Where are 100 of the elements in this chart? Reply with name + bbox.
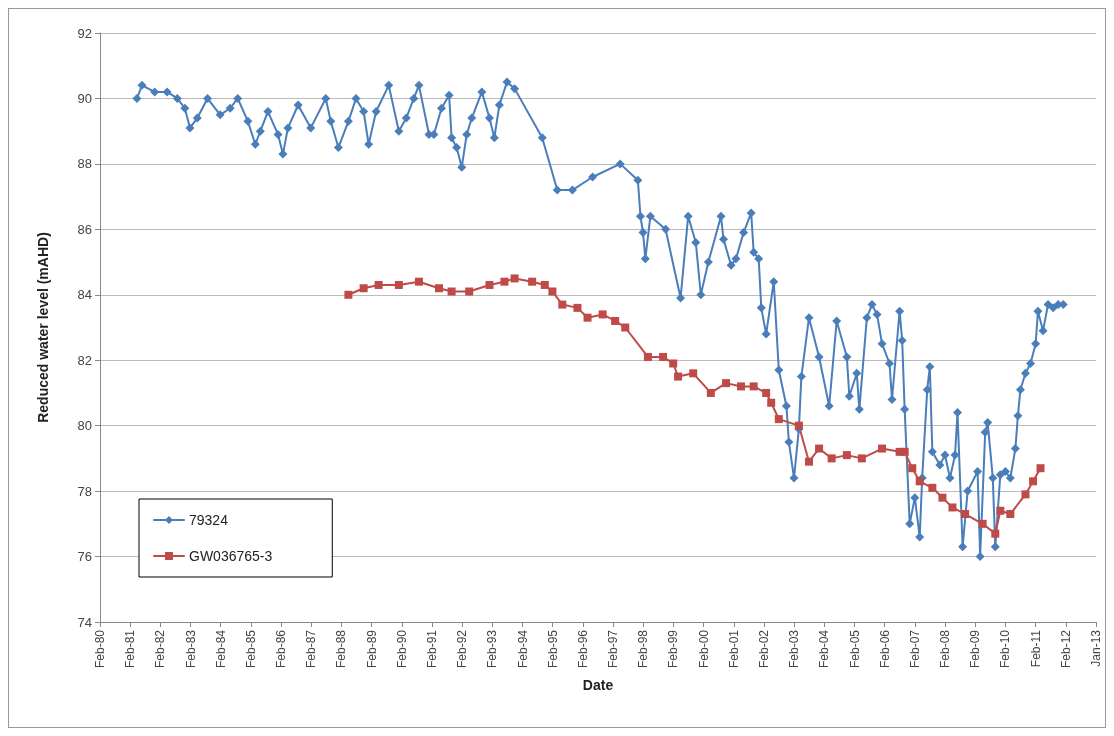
point (465, 287, 474, 296)
x-tick-label: Feb-97 (606, 629, 621, 669)
point (485, 280, 494, 289)
point (583, 313, 592, 322)
x-tick-label: Feb-95 (545, 629, 560, 669)
y-axis-title: Reduced water level (mAHD) (35, 232, 51, 423)
point (938, 493, 947, 502)
point (878, 444, 887, 453)
x-tick-label: Feb-92 (455, 629, 470, 669)
point (767, 398, 776, 407)
y-tick-label: 92 (77, 25, 92, 41)
point (1029, 477, 1038, 486)
x-tick-label: Feb-12 (1058, 629, 1073, 669)
point (737, 382, 746, 391)
point (500, 277, 509, 286)
point (978, 519, 987, 528)
point (510, 274, 519, 283)
point (621, 323, 630, 332)
point (961, 510, 970, 519)
y-tick-label: 78 (77, 483, 92, 499)
x-tick-label: Feb-88 (334, 629, 349, 669)
x-tick-label: Feb-82 (153, 629, 168, 669)
x-tick-label: Feb-87 (304, 629, 319, 669)
x-tick-label: Jan-13 (1089, 629, 1103, 667)
x-tick-label: Feb-80 (93, 629, 107, 669)
x-tick-label: Feb-96 (575, 629, 590, 669)
x-tick-label: Feb-00 (696, 629, 711, 669)
point (915, 477, 924, 486)
x-tick-label: Feb-90 (394, 629, 409, 669)
point (1036, 464, 1045, 473)
point (857, 454, 866, 463)
x-axis-title: Date (582, 677, 614, 693)
y-tick-label: 82 (77, 352, 92, 368)
point (749, 382, 758, 391)
point (722, 379, 731, 388)
point (762, 388, 771, 397)
point (774, 415, 783, 424)
point (414, 277, 423, 286)
point (573, 303, 582, 312)
x-tick-label: Feb-81 (123, 629, 138, 669)
point (1006, 510, 1015, 519)
point (674, 372, 683, 381)
x-tick-label: Feb-03 (787, 629, 802, 669)
x-tick-label: Feb-06 (877, 629, 892, 669)
x-tick-label: Feb-91 (425, 629, 439, 669)
point (598, 310, 607, 319)
point (434, 284, 443, 293)
point (900, 447, 909, 456)
y-tick-label: 84 (77, 287, 92, 303)
point (643, 352, 652, 361)
point (794, 421, 803, 430)
x-tick-label: Feb-94 (515, 629, 530, 669)
x-tick-label: Feb-10 (998, 629, 1013, 669)
y-tick-label: 90 (77, 90, 92, 106)
x-tick-label: Feb-02 (757, 629, 771, 669)
point (842, 451, 851, 460)
point (991, 529, 1000, 538)
point (659, 352, 668, 361)
point (996, 506, 1005, 515)
legend-label: GW036765-3 (189, 548, 273, 564)
point (447, 287, 456, 296)
x-tick-label: Feb-84 (213, 629, 228, 669)
point (528, 277, 537, 286)
x-tick-label: Feb-07 (907, 629, 922, 669)
x-tick-label: Feb-99 (666, 629, 681, 669)
point (804, 457, 813, 466)
point (669, 359, 678, 368)
x-tick-label: Feb-93 (485, 629, 500, 669)
y-tick-label: 88 (77, 156, 92, 172)
point (374, 280, 383, 289)
point (540, 280, 549, 289)
x-tick-label: Feb-89 (364, 629, 379, 669)
point (706, 388, 715, 397)
x-tick-label: Feb-04 (817, 629, 832, 669)
point (1021, 490, 1030, 499)
y-tick-label: 76 (77, 549, 92, 565)
point (611, 316, 620, 325)
x-tick-label: Feb-98 (636, 629, 651, 669)
point (827, 454, 836, 463)
x-tick-label: Feb-01 (726, 629, 741, 669)
point (815, 444, 824, 453)
y-tick-label: 86 (77, 221, 92, 237)
point (548, 287, 557, 296)
point (908, 464, 917, 473)
point (394, 280, 403, 289)
x-tick-label: Feb-85 (243, 629, 258, 669)
y-tick-label: 80 (77, 418, 92, 434)
x-tick-label: Feb-11 (1028, 629, 1043, 668)
x-tick-label: Feb-83 (183, 629, 198, 669)
point (558, 300, 567, 309)
x-tick-label: Feb-05 (847, 629, 862, 669)
x-tick-label: Feb-86 (274, 629, 289, 669)
y-tick-label: 74 (77, 614, 92, 630)
x-tick-label: Feb-08 (938, 629, 953, 669)
point (948, 503, 957, 512)
point (689, 369, 698, 378)
legend-label: 79324 (189, 512, 229, 528)
x-tick-label: Feb-09 (968, 629, 983, 669)
point (928, 483, 937, 492)
point (344, 290, 353, 299)
